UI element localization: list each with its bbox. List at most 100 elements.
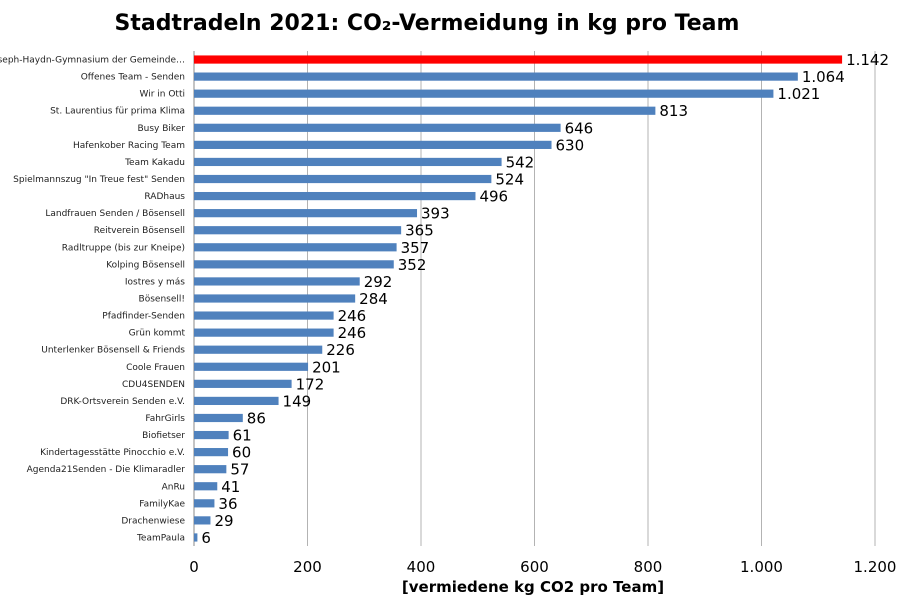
data-label: 36 — [218, 495, 237, 513]
x-tick-label: 200 — [293, 558, 322, 576]
data-label: 496 — [479, 188, 508, 206]
category-label: DRK-Ortsverein Senden e.V. — [60, 397, 185, 407]
data-label: 226 — [326, 341, 355, 359]
category-label: CDU4SENDEN — [122, 380, 185, 390]
x-tick-label: 600 — [520, 558, 549, 576]
data-label: 357 — [401, 239, 430, 257]
bar — [194, 465, 227, 474]
bar — [194, 396, 279, 406]
bar — [194, 345, 323, 354]
data-label: 630 — [556, 136, 585, 154]
bar — [194, 448, 229, 457]
category-label: Radltruppe (bis zur Kneipe) — [62, 243, 185, 253]
data-label: 86 — [247, 409, 266, 427]
data-label: 60 — [232, 444, 251, 462]
x-axis-label: [vermiedene kg CO2 pro Team] — [402, 578, 664, 596]
bar — [194, 533, 198, 542]
category-label: Reitverein Bösensell — [94, 226, 185, 236]
data-label: 172 — [296, 375, 325, 393]
bar — [194, 89, 774, 98]
data-label: 246 — [338, 324, 367, 342]
bar — [194, 379, 292, 388]
data-label: 1.142 — [846, 51, 889, 69]
category-label: Pfadfinder-Senden — [102, 312, 185, 322]
x-tick-label: 0 — [189, 558, 199, 576]
value-labels: 1.1421.0641.0218136466305425244963933653… — [201, 51, 889, 547]
category-label: TeamPaula — [136, 533, 185, 543]
category-labels: Joseph-Haydn-Gymnasium der Gemeinde… Offe… — [0, 56, 185, 544]
category-label: Kolping Bösensell — [106, 260, 185, 270]
data-label: 393 — [421, 205, 450, 223]
bar — [194, 209, 418, 218]
bar — [194, 226, 402, 235]
bar — [194, 482, 218, 491]
data-label: 524 — [495, 171, 524, 189]
bar — [194, 260, 394, 269]
data-label: 29 — [214, 512, 233, 530]
bar — [194, 140, 552, 149]
category-label: AnRu — [162, 482, 185, 492]
category-label: Agenda21Senden - Die Klimaradler — [27, 465, 186, 475]
category-label: Iostres y más — [125, 277, 185, 287]
category-label: Offenes Team - Senden — [81, 73, 185, 83]
bar — [194, 311, 334, 320]
bar — [194, 413, 243, 423]
x-tick-label: 800 — [634, 558, 663, 576]
chart-title: Stadtradeln 2021: CO₂-Vermeidung in kg p… — [115, 11, 740, 36]
data-label: 201 — [312, 358, 341, 376]
category-label: Biofietser — [142, 431, 185, 441]
x-tick-label: 1.000 — [740, 558, 783, 576]
category-label: Coole Frauen — [126, 363, 185, 373]
category-label: RADhaus — [144, 192, 185, 202]
data-label: 352 — [398, 256, 427, 274]
data-label: 813 — [659, 102, 688, 120]
bar — [194, 55, 843, 64]
category-label: Joseph-Haydn-Gymnasium der Gemeinde… — [0, 56, 185, 66]
category-label: Busy Biker — [137, 124, 185, 134]
bar — [194, 362, 309, 371]
bar — [194, 294, 356, 303]
category-label: FamilyKae — [139, 499, 185, 509]
data-label: 646 — [565, 119, 594, 137]
category-label: Landfrauen Senden / Bösensell — [45, 209, 185, 219]
category-label: Team Kakadu — [124, 158, 185, 168]
category-label: St. Laurentius für prima Klima — [50, 107, 185, 117]
gridlines — [193, 51, 876, 546]
category-label: Wir in Otti — [140, 90, 185, 100]
category-label: Bösensell! — [139, 295, 185, 305]
data-label: 1.021 — [777, 85, 820, 103]
bar — [194, 106, 656, 115]
bars — [194, 55, 843, 542]
bar — [194, 157, 502, 167]
bar — [194, 72, 798, 81]
data-label: 292 — [364, 273, 393, 291]
bar — [194, 174, 492, 184]
category-label: Unterlenker Bösensell & Friends — [41, 346, 185, 356]
bar — [194, 499, 215, 508]
x-axis-ticks: 0 200 400 600 800 1.000 1.200 — [189, 558, 896, 576]
category-label: Grün kommt — [129, 329, 186, 339]
bar — [194, 430, 229, 440]
bar — [194, 191, 476, 201]
data-label: 284 — [359, 290, 388, 308]
bar — [194, 277, 360, 286]
category-label: FahrGirls — [145, 414, 185, 424]
category-label: Drachenwiese — [121, 516, 185, 526]
bar — [194, 516, 211, 525]
data-label: 1.064 — [802, 68, 845, 86]
data-label: 365 — [405, 222, 434, 240]
category-label: Hafenkober Racing Team — [73, 141, 185, 151]
x-tick-label: 400 — [407, 558, 436, 576]
x-tick-label: 1.200 — [854, 558, 897, 576]
data-label: 57 — [230, 461, 249, 479]
category-label: Spielmannszug "In Treue fest" Senden — [13, 175, 185, 185]
bar — [194, 328, 334, 337]
bar — [194, 123, 561, 132]
bar — [194, 243, 397, 252]
data-label: 149 — [283, 392, 312, 410]
data-label: 41 — [221, 478, 240, 496]
category-label: Kindertagesstätte Pinocchio e.V. — [40, 448, 185, 458]
data-label: 6 — [201, 529, 211, 547]
data-label: 542 — [506, 153, 535, 171]
